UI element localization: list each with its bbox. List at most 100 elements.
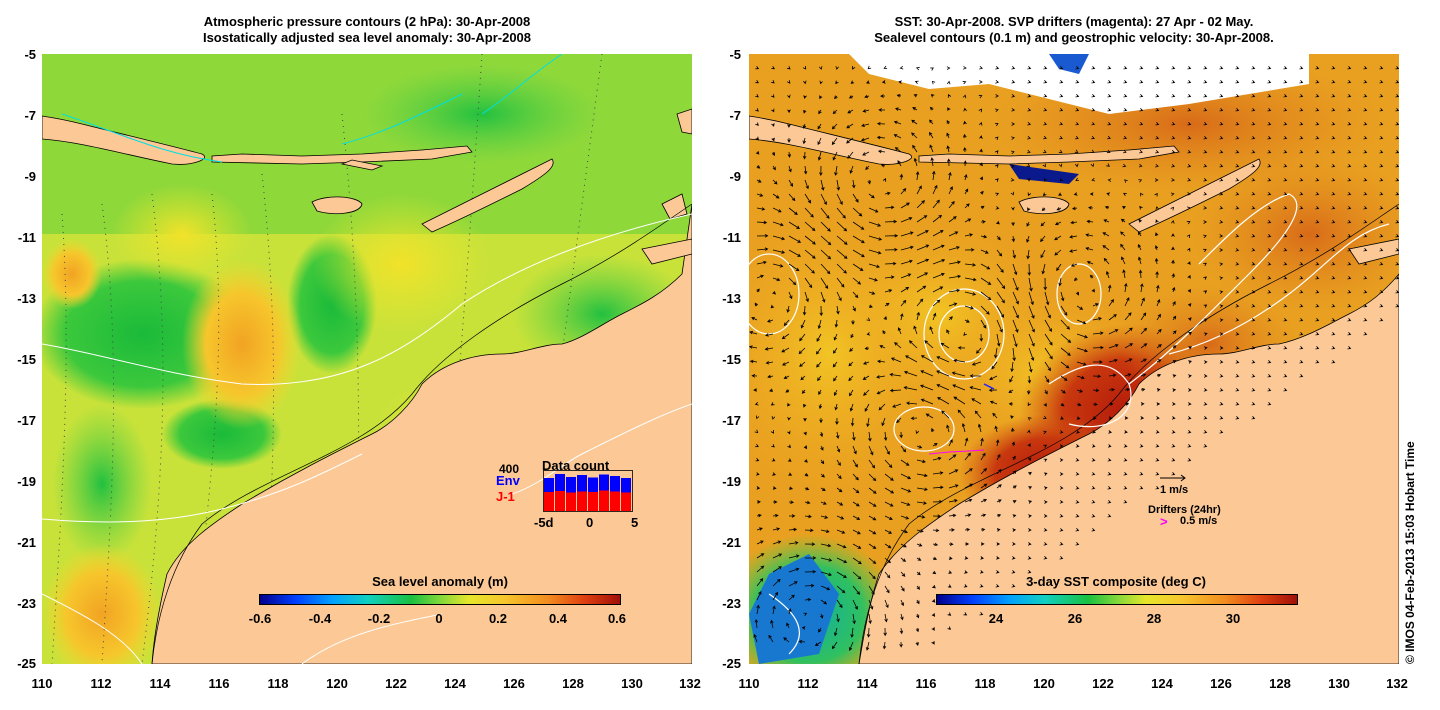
velocity-vector <box>1091 528 1096 532</box>
velocity-vector <box>1347 276 1352 280</box>
velocity-vector <box>1379 192 1384 196</box>
velocity-vector <box>947 107 951 111</box>
velocity-vector <box>1203 374 1208 378</box>
velocity-vector <box>948 260 961 265</box>
velocity-vector <box>1331 206 1336 210</box>
velocity-vector <box>929 326 934 335</box>
velocity-vector <box>905 355 918 363</box>
left-title-line1: Atmospheric pressure contours (2 hPa): 3… <box>203 14 531 29</box>
velocity-vector <box>1299 94 1304 98</box>
velocity-vector <box>1171 122 1176 126</box>
velocity-vector <box>1043 415 1047 419</box>
velocity-vector <box>1028 277 1033 292</box>
velocity-vector <box>969 374 982 378</box>
velocity-vector <box>980 205 985 210</box>
velocity-vector <box>1027 457 1032 461</box>
velocity-vector <box>1059 66 1064 70</box>
sla-colorbar-title: Sea level anomaly (m) <box>372 574 508 589</box>
velocity-vector <box>980 468 987 475</box>
velocity-vector <box>1251 234 1256 238</box>
velocity-vector <box>772 221 784 227</box>
velocity-vector <box>861 123 870 127</box>
velocity-vector <box>932 259 946 265</box>
velocity-vector <box>1155 232 1159 237</box>
velocity-vector <box>772 578 781 587</box>
velocity-vector <box>802 151 807 160</box>
sst-map <box>749 54 1399 664</box>
velocity-vector <box>979 584 984 588</box>
velocity-vector <box>852 613 856 625</box>
velocity-vector <box>1171 273 1176 279</box>
velocity-vector <box>1008 402 1014 406</box>
velocity-vector <box>1379 276 1384 280</box>
velocity-vector <box>1091 66 1096 70</box>
velocity-vector <box>980 305 990 315</box>
velocity-vector <box>1187 177 1192 182</box>
velocity-vector <box>1379 108 1384 112</box>
velocity-vector <box>1059 108 1064 112</box>
velocity-vector <box>1331 346 1336 350</box>
velocity-vector <box>1012 470 1017 475</box>
velocity-vector <box>979 333 984 342</box>
velocity-vector <box>1395 262 1399 266</box>
velocity-vector <box>1108 416 1113 420</box>
velocity-vector <box>1251 374 1256 378</box>
velocity-vector <box>852 431 856 441</box>
velocity-vector <box>755 458 760 462</box>
velocity-vector <box>946 145 950 153</box>
velocity-vector <box>1186 206 1191 211</box>
velocity-vector <box>847 109 854 114</box>
velocity-vector <box>1043 177 1048 182</box>
velocity-vector <box>836 501 844 506</box>
velocity-vector <box>771 415 776 420</box>
velocity-vector <box>1059 514 1064 518</box>
velocity-vector <box>1347 150 1352 154</box>
velocity-vector <box>862 375 870 380</box>
velocity-vector <box>900 187 907 195</box>
velocity-vector <box>1012 347 1016 362</box>
velocity-vector <box>787 416 791 421</box>
velocity-vector <box>913 94 918 98</box>
velocity-vector <box>801 389 806 394</box>
velocity-vector <box>1347 178 1352 182</box>
velocity-vector <box>1171 286 1176 293</box>
velocity-vector <box>1219 220 1224 224</box>
velocity-vector <box>1235 332 1240 336</box>
velocity-vector <box>1203 332 1208 336</box>
velocity-vector <box>1251 94 1256 98</box>
velocity-vector <box>1122 163 1127 168</box>
velocity-vector <box>835 417 839 425</box>
velocity-vector <box>756 274 764 279</box>
velocity-vector <box>764 347 774 351</box>
velocity-vector <box>1267 192 1272 196</box>
velocity-vector <box>1267 402 1272 406</box>
velocity-vector <box>1187 122 1192 126</box>
velocity-vector <box>1154 178 1159 182</box>
velocity-vector <box>916 230 929 237</box>
velocity-vector <box>1155 271 1159 279</box>
velocity-vector <box>1043 444 1048 449</box>
velocity-vector <box>787 138 791 143</box>
velocity-vector <box>820 235 832 246</box>
velocity-vector <box>1124 387 1131 392</box>
velocity-vector <box>1395 248 1399 252</box>
velocity-vector <box>848 641 854 651</box>
velocity-vector <box>852 557 862 565</box>
velocity-vector <box>1092 374 1102 378</box>
velocity-vector <box>850 333 854 339</box>
velocity-vector <box>1171 94 1176 98</box>
velocity-vector <box>860 137 870 142</box>
velocity-vector <box>995 192 1000 197</box>
velocity-vector <box>1156 416 1160 420</box>
velocity-vector <box>1235 206 1240 210</box>
velocity-vector <box>788 179 794 187</box>
sumba-island <box>311 196 363 215</box>
velocity-vector <box>1315 276 1320 280</box>
velocity-vector <box>1203 192 1208 196</box>
left-xtick: 122 <box>385 676 407 691</box>
velocity-vector <box>884 515 893 520</box>
velocity-vector <box>1076 361 1087 366</box>
velocity-vector <box>1090 149 1095 153</box>
velocity-vector <box>931 80 936 85</box>
velocity-vector <box>836 263 847 274</box>
